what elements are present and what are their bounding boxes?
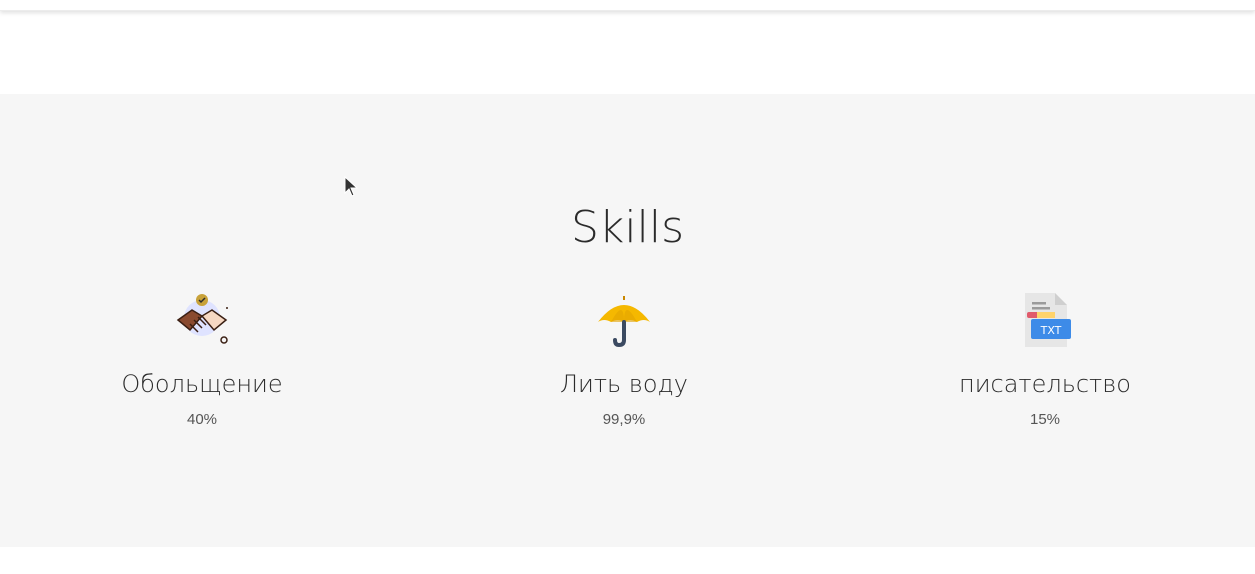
skills-title: Skills xyxy=(570,202,684,253)
skill-name: писательство xyxy=(959,370,1131,398)
header-bar xyxy=(0,0,1255,11)
svg-text:TXT: TXT xyxy=(1040,324,1062,337)
skill-percent: 40% xyxy=(186,410,218,428)
skill-name: Лить воду xyxy=(559,370,688,398)
skill-card-seduction: Обольщение 40% xyxy=(2,290,402,428)
skill-percent: 15% xyxy=(1029,410,1061,428)
skill-percent: 99,9% xyxy=(602,410,646,428)
handshake-icon xyxy=(176,294,228,344)
umbrella-icon xyxy=(598,296,650,348)
skill-card-pour-water: Лить воду 99,9% xyxy=(424,290,824,428)
skill-card-writing: TXT писательство 15% xyxy=(845,290,1245,428)
skill-name: Обольщение xyxy=(121,370,283,398)
skills-section: Skills Обольщение 40% Лить воду 99,9% xyxy=(0,94,1255,547)
mouse-cursor-icon xyxy=(344,176,358,197)
txt-file-icon: TXT xyxy=(1025,293,1071,347)
